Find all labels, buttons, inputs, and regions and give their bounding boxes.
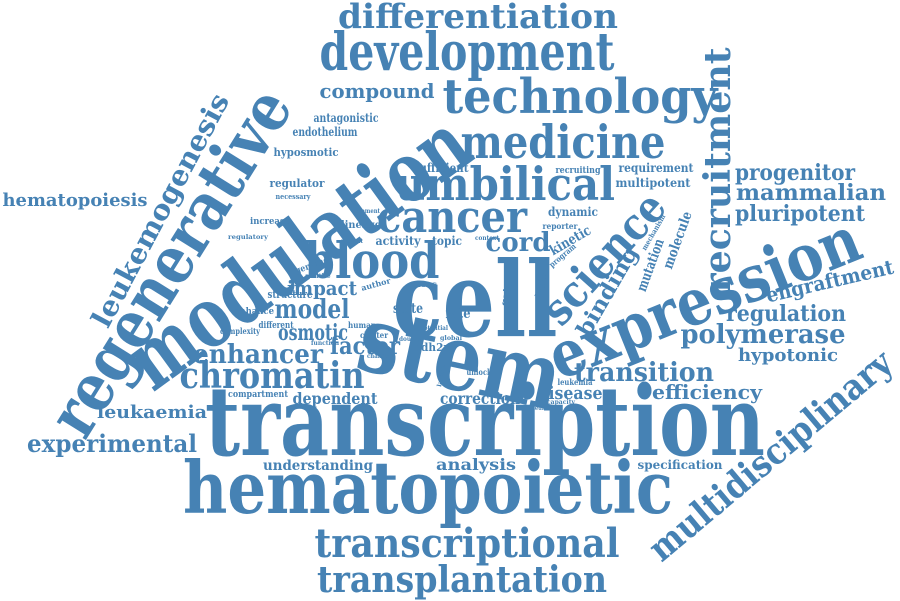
word-sufficient: sufficient [414,161,469,175]
word-specification: specification [638,458,723,472]
word-topic: topic [432,234,462,248]
word-medicine: medicine [461,115,666,169]
word-dependent: dependent [293,389,379,408]
word-umbilical: umbilical [395,157,615,211]
word-gata: gata [498,280,515,307]
word-cancer: cancer [377,192,528,243]
word-change: change [367,353,389,360]
word-technology: technology [443,69,720,125]
word-regulator: regulator [270,177,325,190]
word-fate: fate [446,306,471,322]
word-factor: factor [330,331,400,360]
word-hematopoiesis: hematopoiesis [3,190,148,211]
word-chromatin: chromatin [180,355,365,397]
word-complexity: complexity [220,326,260,336]
word-dynamic: dynamic [548,205,598,219]
word-transcription: transcription [205,365,765,478]
word-experimental: experimental [27,429,197,458]
word-cluster: cluster [360,330,389,340]
word-leukaemia: leukaemia [97,402,207,423]
word-understanding: understanding [263,458,373,474]
word-enhancer: enhancer [193,340,323,370]
word-transplantation: transplantation [317,559,607,601]
word-potential: potential [420,325,449,332]
word-function: function [311,340,340,347]
word-leukemia: leukemia [558,377,593,387]
word-latent: latent [436,364,447,387]
word-activity: activity [376,234,422,248]
word-different: different [259,321,295,331]
word-regulatory: regulatory [228,234,269,241]
word-requirement: requirement [619,161,694,175]
word-transcriptional: transcriptional [315,520,620,567]
word-development: development [320,22,615,83]
word-necessary: necessary [276,192,312,201]
word-pluripotent: pluripotent [735,201,866,227]
word-context: context [475,235,499,242]
word-global: global [440,335,463,342]
word-idh2r: idh2r [417,341,449,354]
word-hyposmotic: hyposmotic [274,146,339,159]
word-structure: structure [268,288,313,301]
word-polymerase: polymerase [681,320,846,350]
word-leukemic: leukemic [533,405,559,412]
word-progenitor: progenitor [735,160,855,186]
word-antagonistic: antagonistic [314,111,379,125]
word-human: human [348,320,376,330]
word-osmotic: osmotic [278,320,348,346]
word-endothelium: endothelium [293,125,358,139]
word-blood: blood [305,231,440,290]
word-multipotent: multipotent [616,176,691,190]
word-recruitment: recruitment [697,47,739,292]
word-impact: impact [287,276,358,300]
word-model: model [275,295,350,325]
word-cord: cord [486,228,551,258]
word-correction: correction [440,389,520,408]
word-compound: compound [320,79,435,103]
word-cell: cell [393,238,558,361]
word-compartment: compartment [228,390,289,400]
word-hypotonic: hypotonic [738,345,838,366]
word-reporter: reporter [543,221,579,231]
word-mutant: mutant [341,238,363,245]
word-loss: loss [417,279,438,289]
word-hematopoietic: hematopoietic [183,445,673,530]
word-recruiting: recruiting [556,166,602,176]
word-unlock: unlock [467,367,492,377]
word-double: double [399,336,421,343]
word-regulation: regulation [726,301,846,327]
word-positive: positive [306,273,331,280]
word-disease: disease [538,383,603,404]
word-enhance: enhance [234,307,274,317]
word-state: state [393,301,423,317]
word-mammalian: mammalian [736,180,886,206]
word-analysis: analysis [436,455,516,474]
word-increase: increase [250,217,290,227]
word-element: element [356,208,380,215]
word-lineage: lineage [341,220,381,231]
word-capacity: capacity [547,399,576,406]
word-differentiation: differentiation [338,0,618,37]
word-efficiency: efficiency [652,380,763,404]
word-transition: transition [574,358,714,388]
